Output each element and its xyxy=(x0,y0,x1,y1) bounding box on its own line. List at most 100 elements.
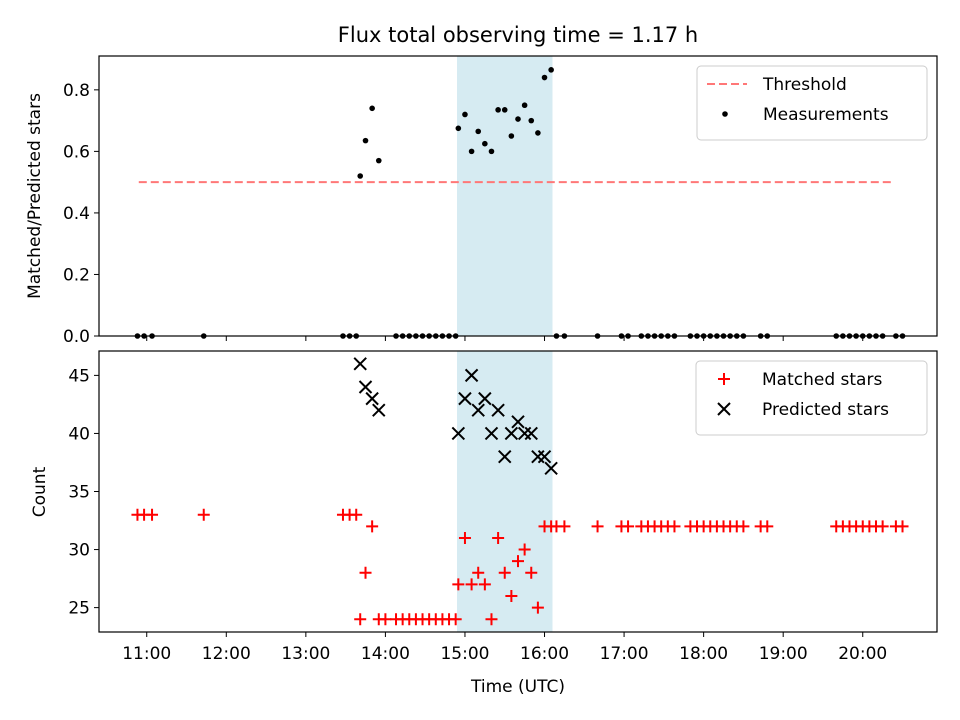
legend-marker-1-1 xyxy=(717,402,731,416)
series-1-1-point-3 xyxy=(372,403,386,417)
series-1-0-point-8 xyxy=(359,566,372,579)
series-1-1-point-11 xyxy=(498,449,512,464)
x-tick-label-8: 19:00 xyxy=(759,644,808,664)
x-tick-label-6: 17:00 xyxy=(600,644,649,664)
series-0-0-point-35 xyxy=(548,67,554,73)
x-tick-label-4: 15:00 xyxy=(440,644,489,664)
count-panel: 25 30 35 40 45 11:00 12:00 13:00 14:00 15:00 16:00… xyxy=(68,350,938,664)
series-1-1-point-13 xyxy=(511,415,525,429)
series-0-0-point-22 xyxy=(462,111,468,118)
series-0-0-point-24 xyxy=(475,128,482,135)
y-tick-label-0-4: 0.8 xyxy=(63,81,90,101)
series-1-0-point-58 xyxy=(761,520,774,533)
series-1-0-point-31 xyxy=(512,555,524,568)
y-tick-label-0-3: 0.6 xyxy=(63,142,90,162)
y-tick-label-1-4: 45 xyxy=(68,366,90,386)
x-tick-label-9: 20:00 xyxy=(838,644,887,664)
series-1-0-point-21 xyxy=(449,613,462,626)
series-1-0-point-56 xyxy=(737,520,750,533)
series-1-0-point-26 xyxy=(478,578,491,591)
y-tick-label-1-1: 30 xyxy=(68,541,90,561)
series-1-0-point-3 xyxy=(197,508,210,521)
x-tick-label-2: 13:00 xyxy=(281,644,330,664)
ratio-panel: 0.0 0.2 0.4 0.6 0.8 Threshold Measurements xyxy=(63,55,938,347)
legend-label-0-0: Threshold xyxy=(762,75,847,95)
series-1-0-point-68 xyxy=(896,520,909,533)
series-1-1-point-2 xyxy=(365,391,379,406)
y-tick-label-1-0: 25 xyxy=(68,599,90,619)
series-1-1-point-6 xyxy=(464,368,479,383)
series-1-1-point-12 xyxy=(504,426,519,441)
x-tick-label-3: 14:00 xyxy=(361,644,410,664)
series-1-1-point-1 xyxy=(358,380,373,394)
x-tick-label-7: 18:00 xyxy=(679,644,728,664)
series-0-0-point-31 xyxy=(521,102,528,109)
series-1-0-point-66 xyxy=(876,520,889,533)
series-1-0-point-11 xyxy=(379,613,392,626)
series-1-0-point-22 xyxy=(452,578,465,591)
series-0-0-point-29 xyxy=(508,133,515,139)
series-1-0-point-27 xyxy=(485,613,498,626)
shaded-region xyxy=(457,56,553,336)
series-0-0-point-23 xyxy=(468,148,475,155)
axes-frame xyxy=(98,350,938,633)
series-0-0-point-32 xyxy=(528,117,535,124)
series-0-0-point-9 xyxy=(369,105,375,112)
series-1-1-point-8 xyxy=(478,391,492,406)
series-0-0-point-7 xyxy=(357,173,364,179)
series-1-1-point-15 xyxy=(524,426,538,441)
series-1-0-point-33 xyxy=(525,566,538,579)
legend-label-0-1: Measurements xyxy=(763,105,889,125)
x-axis-label: Time (UTC) xyxy=(470,677,565,697)
series-0-0-point-30 xyxy=(515,116,521,122)
series-1-1-point-7 xyxy=(471,403,485,417)
series-1-0-point-9 xyxy=(366,520,379,533)
series-1-0-point-29 xyxy=(498,566,511,579)
legend-label-1-0: Matched stars xyxy=(762,370,882,390)
top-y-axis-label: Matched/Predicted stars xyxy=(25,93,45,299)
chart-title: Flux total observing time = 1.17 h xyxy=(338,23,698,47)
legend-label-1-1: Predicted stars xyxy=(762,400,889,420)
series-1-0-point-39 xyxy=(591,520,604,533)
series-1-0-point-2 xyxy=(146,508,159,521)
series-1-0-point-23 xyxy=(458,531,471,544)
series-1-0-point-7 xyxy=(354,613,367,626)
series-1-0-point-47 xyxy=(668,520,681,533)
y-tick-label-0-1: 0.2 xyxy=(63,265,90,285)
y-tick-label-1-3: 40 xyxy=(68,424,90,444)
series-1-1-point-9 xyxy=(484,426,499,441)
x-tick-label-5: 16:00 xyxy=(520,644,569,664)
legend-marker-1-0 xyxy=(718,373,730,385)
series-1-0-point-32 xyxy=(518,543,531,556)
y-tick-label-0-0: 0.0 xyxy=(63,327,90,347)
y-tick-label-1-2: 35 xyxy=(68,483,90,503)
x-tick-label-1: 12:00 xyxy=(202,644,251,664)
series-0-0-point-25 xyxy=(482,140,488,147)
series-1-1-point-17 xyxy=(537,449,552,464)
series-1-0-point-30 xyxy=(505,590,518,603)
y-tick-label-0-2: 0.4 xyxy=(63,204,90,224)
series-0-0-point-26 xyxy=(488,148,495,155)
series-1-0-point-6 xyxy=(350,508,363,521)
legend-box xyxy=(696,65,928,141)
series-1-0-point-25 xyxy=(472,566,485,579)
series-1-0-point-38 xyxy=(558,520,571,533)
series-1-1-point-10 xyxy=(491,403,505,417)
series-1-0-point-28 xyxy=(492,531,505,544)
series-1-0-point-34 xyxy=(531,601,544,614)
series-0-0-point-27 xyxy=(495,107,501,113)
series-0-0-point-28 xyxy=(501,107,508,113)
series-1-1-point-18 xyxy=(544,461,558,475)
series-0-0-point-10 xyxy=(375,157,382,164)
legend-marker-0-1 xyxy=(722,111,728,117)
axes-frame xyxy=(98,55,938,337)
series-0-0-point-21 xyxy=(455,125,462,132)
series-0-0-point-8 xyxy=(362,137,369,144)
series-1-1-point-4 xyxy=(451,426,466,441)
series-0-0-point-33 xyxy=(535,130,541,136)
series-1-1-point-5 xyxy=(458,391,472,406)
series-0-0-point-34 xyxy=(541,74,548,81)
series-1-0-point-41 xyxy=(622,520,635,533)
series-1-1-point-0 xyxy=(353,357,367,371)
